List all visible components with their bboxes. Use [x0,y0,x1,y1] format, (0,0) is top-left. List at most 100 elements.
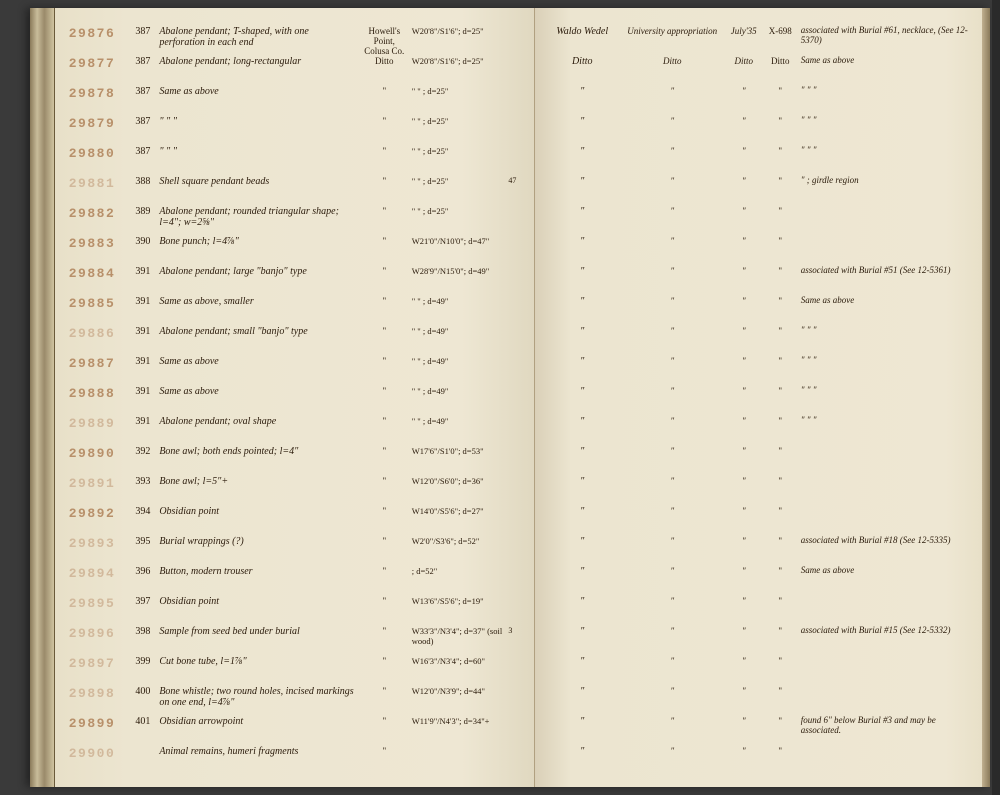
accession: " [620,176,725,206]
x-number: " [763,596,798,626]
ledger-row: " " " " [545,746,972,776]
margin-note [505,356,523,386]
object-description: Sample from seed bed under burial [156,626,360,656]
ledger-row: " " " " [545,506,972,536]
locality: " [360,206,409,236]
coordinates: W20'8"/S1'6"; d=25" [409,56,506,86]
margin-note [505,86,523,116]
locality: " [360,566,409,596]
locality: " [360,326,409,356]
accession: " [620,356,725,386]
locality: " [360,416,409,446]
ledger-row: 29876 387 Abalone pendant; T-shaped, wit… [65,26,524,56]
ledger-row: 29900 Animal remains, humeri fragments " [65,746,524,776]
book-edge [982,8,990,787]
collector: " [545,236,620,266]
collector: " [545,536,620,566]
margin-note: 3 [505,626,523,656]
ledger-row: " " " " Same as above [545,566,972,596]
catalog-number: 29890 [65,446,124,476]
object-description: Burial wrappings (?) [156,536,360,566]
ledger-row: " " " " [545,206,972,236]
remarks: " " " [798,356,972,386]
lot-number: 396 [124,566,157,596]
ledger-row: 29880 387 " " " " " " ; d=25" [65,146,524,176]
lot-number: 387 [124,56,157,86]
x-number: " [763,176,798,206]
object-description: Obsidian arrowpoint [156,716,360,746]
catalog-number: 29881 [65,176,124,206]
catalog-number: 29885 [65,296,124,326]
collector: " [545,476,620,506]
margin-note [505,596,523,626]
margin-note [505,266,523,296]
margin-note [505,686,523,716]
date: " [725,206,763,236]
accession: " [620,566,725,596]
accession: Ditto [620,56,725,86]
x-number: " [763,506,798,536]
margin-note [505,536,523,566]
remarks [798,686,972,716]
date: " [725,506,763,536]
lot-number: 392 [124,446,157,476]
ledger-row: " " " " " " " [545,386,972,416]
ledger-row: " " " " [545,686,972,716]
accession: " [620,536,725,566]
coordinates: " " ; d=49" [409,386,506,416]
catalog-number: 29899 [65,716,124,746]
margin-note [505,26,523,56]
accession: " [620,206,725,236]
collector: " [545,506,620,536]
lot-number: 391 [124,386,157,416]
locality: " [360,116,409,146]
object-description: Animal remains, humeri fragments [156,746,360,776]
locality: " [360,386,409,416]
object-description: Abalone pendant; oval shape [156,416,360,446]
lot-number: 387 [124,146,157,176]
date: " [725,596,763,626]
margin-note: 47 [505,176,523,206]
collector: " [545,566,620,596]
object-description: Same as above [156,386,360,416]
ledger-row: " " " " associated with Burial #15 (See … [545,626,972,656]
lot-number: 387 [124,86,157,116]
remarks [798,596,972,626]
catalog-number: 29887 [65,356,124,386]
lot-number: 391 [124,356,157,386]
remarks: associated with Burial #61, necklace, (S… [798,26,972,56]
collector: " [545,716,620,746]
object-description: Abalone pendant; T-shaped, with one perf… [156,26,360,56]
remarks: " " " [798,416,972,446]
object-description: Same as above [156,356,360,386]
date: " [725,266,763,296]
date: " [725,86,763,116]
ledger-row: 29893 395 Burial wrappings (?) " W2'0"/S… [65,536,524,566]
ledger-row: " " " " " " " [545,416,972,446]
object-description: Button, modern trouser [156,566,360,596]
remarks: " ; girdle region [798,176,972,206]
collector: Ditto [545,56,620,86]
coordinates: ; d=52" [409,566,506,596]
margin-note [505,446,523,476]
collector: " [545,116,620,146]
collector: " [545,386,620,416]
locality: " [360,686,409,716]
x-number: " [763,86,798,116]
collector: " [545,356,620,386]
locality: " [360,176,409,206]
accession: " [620,236,725,266]
x-number: " [763,416,798,446]
lot-number: 400 [124,686,157,716]
catalog-number: 29898 [65,686,124,716]
accession: " [620,416,725,446]
margin-note [505,206,523,236]
x-number: " [763,656,798,686]
lot-number: 391 [124,416,157,446]
lot-number: 393 [124,476,157,506]
margin-note [505,326,523,356]
lot-number: 394 [124,506,157,536]
date: " [725,446,763,476]
collector: " [545,746,620,776]
date: Ditto [725,56,763,86]
